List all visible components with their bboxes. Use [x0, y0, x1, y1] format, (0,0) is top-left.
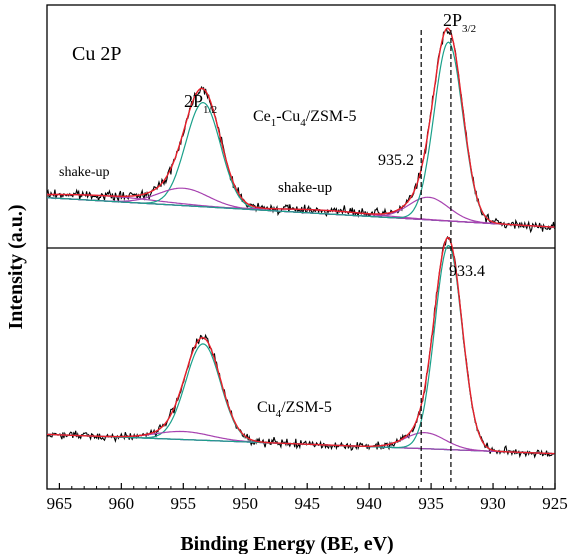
plot-frame [46, 4, 556, 490]
x-tick-label: 955 [171, 494, 197, 513]
x-tick-label: 935 [418, 494, 444, 513]
x-tick-label: 930 [480, 494, 506, 513]
sample-label-bottom: Cu4/ZSM-5 [257, 399, 332, 420]
x-axis-ticks: 965 960 955 950 945 940 935 930 925 [47, 483, 568, 513]
plot-border [46, 4, 556, 490]
x-tick-label: 965 [47, 494, 73, 513]
x-tick-label: 940 [356, 494, 382, 513]
fit-envelope [47, 27, 555, 228]
chart-annotations: Cu 2P 2P1/2 2P3/2 Ce1-Cu4/ZSM-5 Cu4/ZSM-5 sha… [59, 10, 485, 420]
value-label-935-2: 935.2 [378, 152, 414, 169]
sample-label-top: Ce1-Cu4/ZSM-5 [253, 108, 356, 129]
fit-envelope [47, 236, 555, 455]
y-axis-label: Intensity (a.u.) [5, 204, 27, 329]
x-tick-label: 950 [232, 494, 258, 513]
x-tick-label: 925 [542, 494, 568, 513]
x-tick-label: 945 [294, 494, 320, 513]
shake-up-label: shake-up [59, 165, 110, 180]
reference-lines [420, 30, 452, 482]
peak-label-2p32: 2P3/2 [443, 10, 476, 35]
x-tick-label: 960 [109, 494, 135, 513]
value-label-933-4: 933.4 [449, 263, 485, 280]
spectra-curves [46, 27, 556, 459]
x-axis-label: Binding Energy (BE, eV) [180, 533, 393, 554]
peak-label-2p12: 2P1/2 [184, 91, 217, 116]
shake-up-label: shake-up [278, 180, 332, 196]
panel-corner-label: Cu 2P [72, 43, 121, 65]
